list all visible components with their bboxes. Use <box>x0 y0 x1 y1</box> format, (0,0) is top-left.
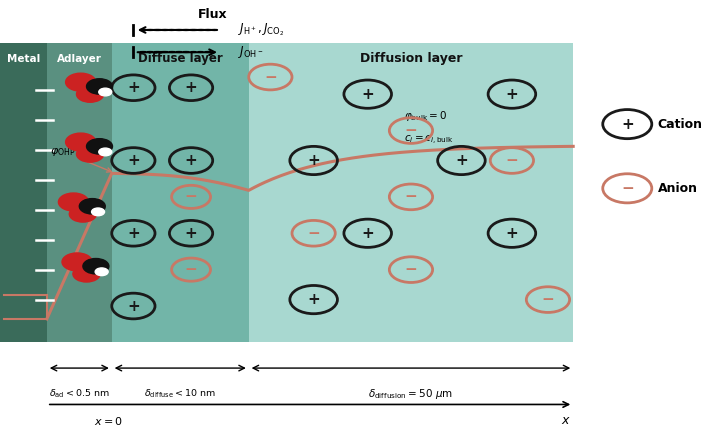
Circle shape <box>73 266 100 282</box>
Circle shape <box>83 259 109 274</box>
Bar <box>0 43 47 342</box>
Text: −: − <box>185 262 198 277</box>
Circle shape <box>66 73 96 91</box>
Text: +: + <box>307 292 320 307</box>
Text: +: + <box>127 153 140 168</box>
Text: $\varphi_{\mathrm{bulk}} = 0$: $\varphi_{\mathrm{bulk}} = 0$ <box>404 109 447 122</box>
Text: +: + <box>185 153 198 168</box>
Text: −: − <box>621 181 634 196</box>
Circle shape <box>99 148 112 156</box>
Text: Diffuse layer: Diffuse layer <box>138 52 223 65</box>
Text: Adlayer: Adlayer <box>57 54 102 64</box>
Bar <box>47 43 112 342</box>
Bar <box>249 43 573 342</box>
Text: +: + <box>361 86 374 102</box>
Text: Cation: Cation <box>658 118 702 131</box>
Text: +: + <box>185 80 198 95</box>
Circle shape <box>99 88 112 96</box>
Text: −: − <box>404 123 417 138</box>
Circle shape <box>87 79 112 94</box>
Text: Metal: Metal <box>6 54 40 64</box>
Text: +: + <box>185 226 198 241</box>
Text: +: + <box>127 226 140 241</box>
Text: +: + <box>621 116 634 132</box>
Text: +: + <box>361 226 374 241</box>
Text: $\varphi_{\mathrm{OHP}}$: $\varphi_{\mathrm{OHP}}$ <box>50 146 111 172</box>
Text: +: + <box>505 226 518 241</box>
Circle shape <box>58 193 89 211</box>
Text: +: + <box>127 80 140 95</box>
Circle shape <box>69 206 97 222</box>
Text: $x = 0$: $x = 0$ <box>94 415 123 427</box>
Text: +: + <box>307 153 320 168</box>
Bar <box>112 43 249 342</box>
Text: −: − <box>505 153 518 168</box>
Text: +: + <box>455 153 468 168</box>
Text: $x$: $x$ <box>561 414 571 427</box>
Text: $\delta_{\mathrm{diffusion}} = 50\ \mu\mathrm{m}$: $\delta_{\mathrm{diffusion}} = 50\ \mu\m… <box>368 387 454 401</box>
Circle shape <box>92 208 105 216</box>
Text: −: − <box>264 69 277 85</box>
Text: +: + <box>127 298 140 314</box>
Circle shape <box>79 199 105 214</box>
Text: $\delta_{\mathrm{ad}} < 0.5\ \mathrm{nm}$: $\delta_{\mathrm{ad}} < 0.5\ \mathrm{nm}… <box>49 387 110 400</box>
Text: $c_i = c_{i,\mathrm{bulk}}$: $c_i = c_{i,\mathrm{bulk}}$ <box>404 134 454 147</box>
Text: −: − <box>185 189 198 205</box>
Circle shape <box>76 146 104 162</box>
Text: Diffusion layer: Diffusion layer <box>360 52 462 65</box>
Text: −: − <box>404 189 417 205</box>
Text: −: − <box>541 292 554 307</box>
Circle shape <box>66 133 96 151</box>
Text: −: − <box>307 226 320 241</box>
Text: +: + <box>505 86 518 102</box>
Circle shape <box>87 139 112 154</box>
Text: $\delta_{\mathrm{diffuse}} < 10\ \mathrm{nm}$: $\delta_{\mathrm{diffuse}} < 10\ \mathrm… <box>144 387 216 400</box>
Text: Anion: Anion <box>658 182 697 195</box>
Circle shape <box>95 268 108 276</box>
Circle shape <box>76 86 104 102</box>
Text: −: − <box>404 262 417 277</box>
Text: $J_{\mathrm{OH}^-}$: $J_{\mathrm{OH}^-}$ <box>238 44 263 60</box>
Text: $J_{\mathrm{H}^+}, J_{\mathrm{CO_2}}$: $J_{\mathrm{H}^+}, J_{\mathrm{CO_2}}$ <box>238 22 284 38</box>
Text: Flux: Flux <box>198 9 228 21</box>
Circle shape <box>62 253 92 271</box>
